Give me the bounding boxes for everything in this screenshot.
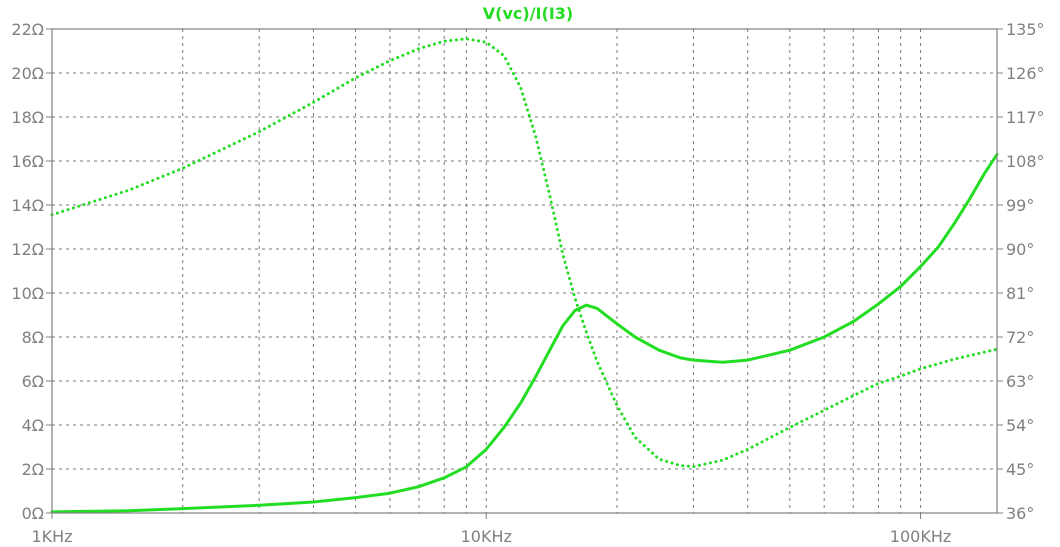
right-tick-label: 81° bbox=[1006, 284, 1034, 303]
right-tick-label: 63° bbox=[1006, 372, 1034, 391]
plot-frame bbox=[51, 28, 998, 514]
right-tick-label: 45° bbox=[1006, 460, 1034, 479]
plot-series bbox=[50, 37, 999, 514]
right-tick-label: 117° bbox=[1006, 108, 1045, 127]
right-tick-label: 135° bbox=[1006, 20, 1045, 39]
phase-series-line bbox=[50, 37, 999, 469]
left-tick-label: 18Ω bbox=[11, 108, 44, 127]
left-tick-label: 6Ω bbox=[22, 372, 44, 391]
right-tick-label: 90° bbox=[1006, 240, 1034, 259]
x-tick-label: 1KHz bbox=[31, 527, 72, 546]
x-tick-label: 100KHz bbox=[890, 527, 951, 546]
axis-ticks: 0Ω 2Ω 4Ω 6Ω 8Ω 10Ω 12Ω 14Ω 16Ω 18Ω 20Ω 22Ω 36° 45° 54°… bbox=[11, 20, 1044, 546]
left-tick-label: 12Ω bbox=[11, 240, 44, 259]
right-tick-label: 72° bbox=[1006, 328, 1034, 347]
right-tick-label: 36° bbox=[1006, 504, 1034, 523]
right-tick-label: 99° bbox=[1006, 196, 1034, 215]
left-tick-label: 20Ω bbox=[11, 64, 44, 83]
left-tick-label: 16Ω bbox=[11, 152, 44, 171]
right-tick-label: 54° bbox=[1006, 416, 1034, 435]
left-tick-label: 8Ω bbox=[22, 328, 44, 347]
right-tick-label: 126° bbox=[1006, 64, 1045, 83]
left-tick-label: 0Ω bbox=[22, 504, 44, 523]
left-tick-label: 14Ω bbox=[11, 196, 44, 215]
x-tick-label: 10KHz bbox=[461, 527, 512, 546]
left-tick-label: 10Ω bbox=[11, 284, 44, 303]
chart-title: V(vc)/I(I3) bbox=[483, 4, 573, 23]
left-tick-label: 22Ω bbox=[11, 20, 44, 39]
left-tick-label: 2Ω bbox=[22, 460, 44, 479]
left-tick-label: 4Ω bbox=[22, 416, 44, 435]
right-tick-label: 108° bbox=[1006, 152, 1045, 171]
grid-lines bbox=[52, 29, 997, 513]
magnitude-series-line bbox=[50, 152, 999, 514]
